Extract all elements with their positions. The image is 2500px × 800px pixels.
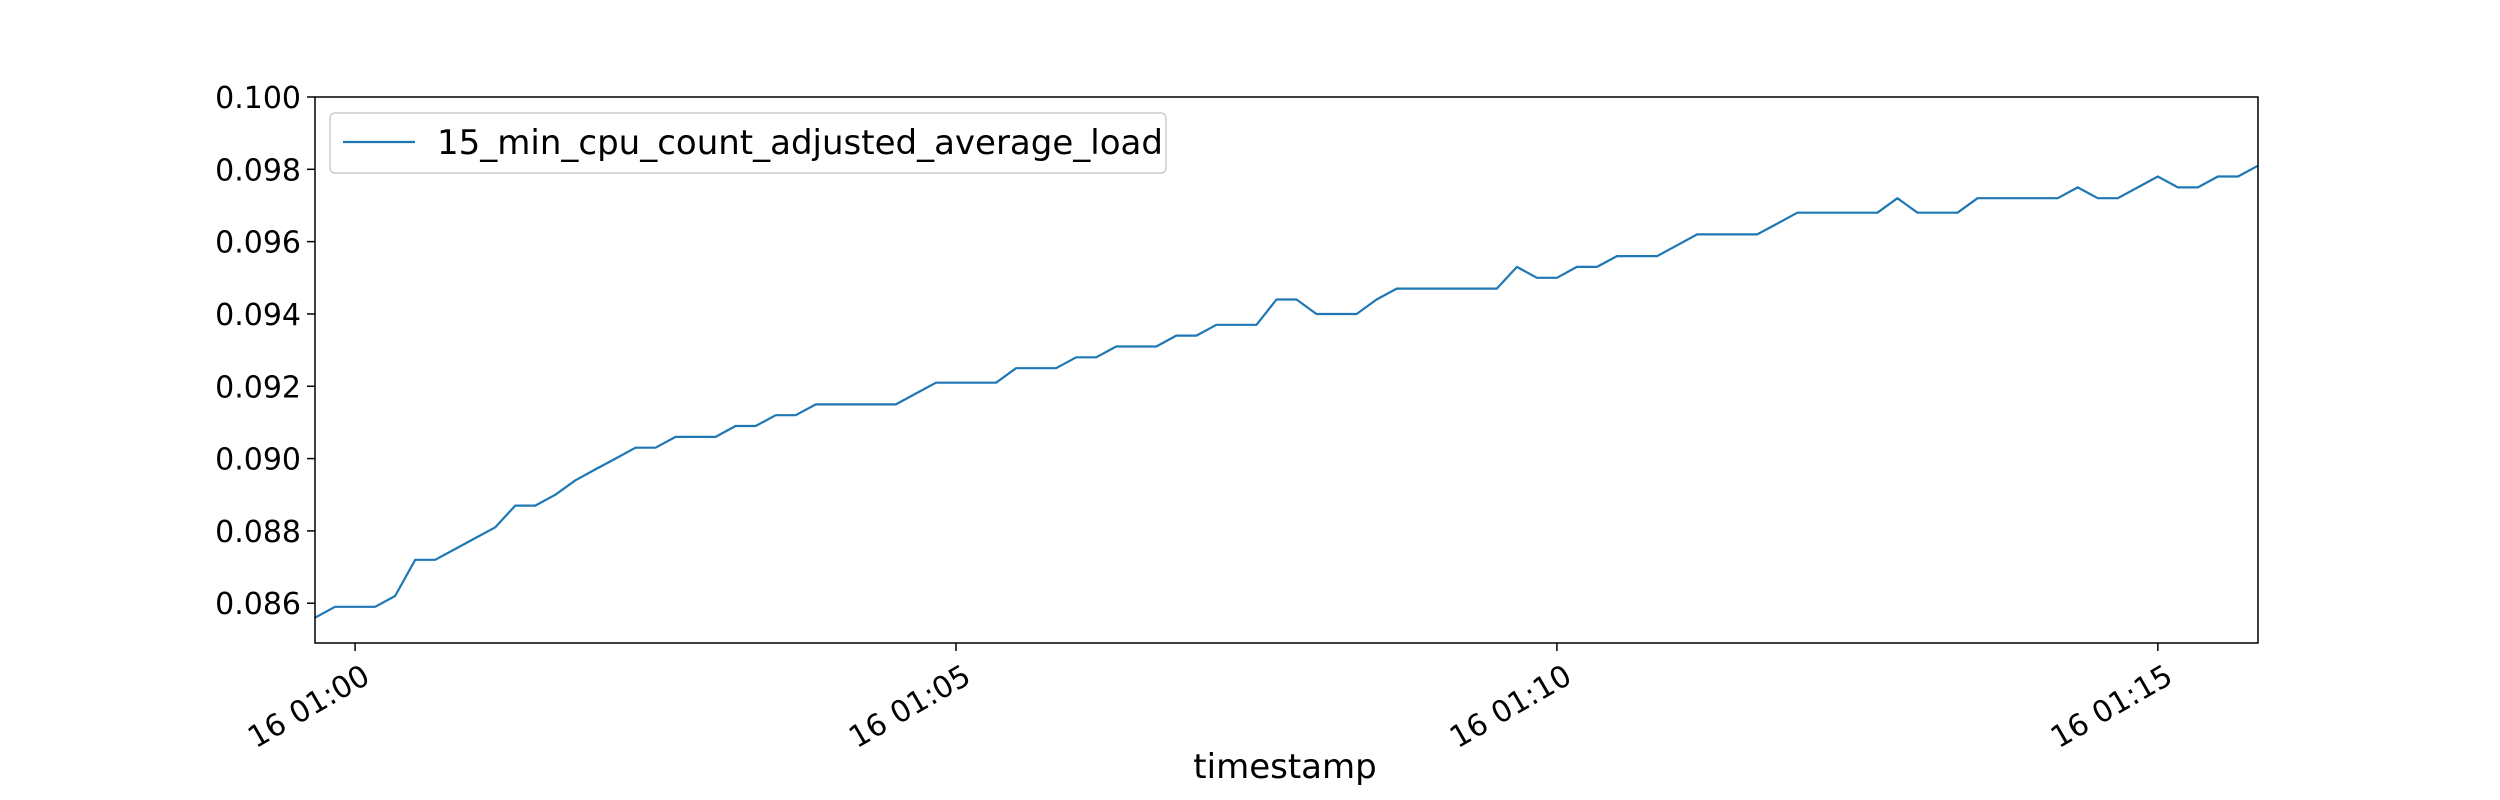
y-tick-label: 0.096	[215, 226, 301, 261]
y-tick-label: 0.088	[215, 515, 301, 550]
x-tick-label: 16 01:15	[2045, 658, 2179, 755]
plot-area	[314, 164, 2259, 619]
x-tick-label: 16 01:10	[1444, 658, 1578, 755]
legend-box	[329, 112, 1167, 174]
axes: 0.086 0.088 0.090 0.092 0.094 0.096 0.098 0.100…	[215, 81, 2259, 756]
y-tick-label: 0.092	[215, 370, 301, 405]
legend-label: 15_min_cpu_count_adjusted_average_load	[437, 123, 1163, 163]
y-tick-label: 0.100	[215, 81, 301, 116]
x-axis-title: timestamp	[1193, 747, 1376, 787]
y-tick-label: 0.090	[215, 443, 301, 478]
axes-frame	[314, 96, 2259, 644]
series-line-0	[314, 164, 2259, 619]
y-tick-label: 0.098	[215, 153, 301, 188]
legend: 15_min_cpu_count_adjusted_average_load	[329, 112, 1167, 174]
x-tick-label: 16 01:05	[843, 658, 977, 755]
x-tick-label: 16 01:00	[242, 658, 376, 755]
y-tick-label: 0.086	[215, 587, 301, 622]
y-tick-label: 0.094	[215, 298, 301, 333]
